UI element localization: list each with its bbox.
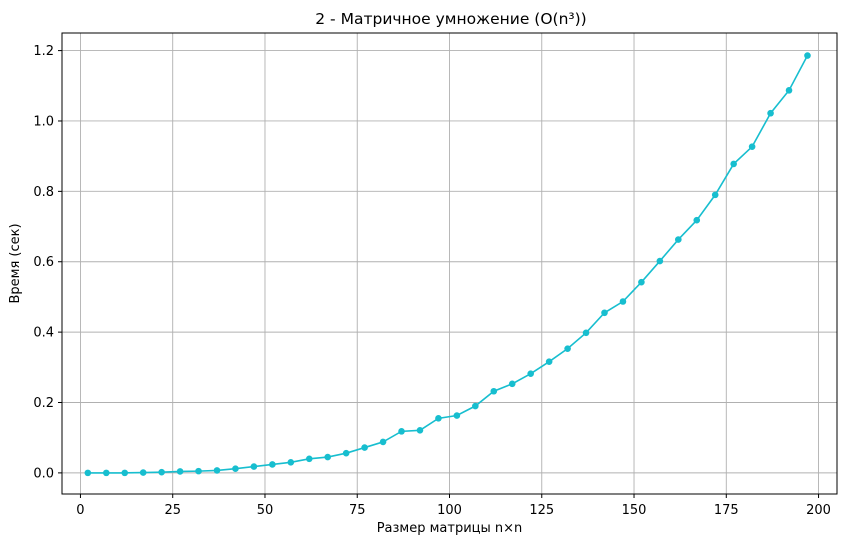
data-point <box>84 469 92 477</box>
y-tick-label: 1.2 <box>33 44 54 59</box>
y-axis-title: Время (сек) <box>8 223 23 303</box>
x-tick-label: 75 <box>349 503 366 518</box>
data-point <box>767 109 774 117</box>
data-point <box>435 415 442 422</box>
data-point <box>545 358 553 365</box>
data-point <box>398 428 405 435</box>
y-tick-label: 1.0 <box>33 114 54 129</box>
data-point <box>508 380 516 388</box>
data-point <box>490 387 498 395</box>
series-line <box>84 52 811 477</box>
data-point <box>213 467 221 474</box>
data-point <box>342 449 350 457</box>
data-point <box>472 402 479 410</box>
data-point <box>195 467 202 475</box>
data-point <box>785 87 793 94</box>
data-point <box>638 278 645 286</box>
data-point <box>121 469 129 477</box>
y-tick-label: 0.4 <box>33 326 54 341</box>
data-point <box>176 468 184 475</box>
data-point <box>305 455 313 463</box>
chart-title: 2 - Матричное умножение (O(n³)) <box>315 10 586 28</box>
data-point <box>619 298 627 305</box>
data-point <box>324 453 332 461</box>
grid <box>62 33 837 494</box>
data-point <box>748 143 756 150</box>
x-tick-label: 50 <box>257 503 274 518</box>
y-tick-label: 0.2 <box>33 396 54 411</box>
data-point <box>564 345 571 352</box>
data-point <box>601 309 608 317</box>
data-point <box>527 370 534 377</box>
series-path <box>87 55 809 474</box>
data-point <box>139 469 147 476</box>
data-point <box>675 236 682 243</box>
data-point <box>361 444 368 451</box>
x-tick-label: 25 <box>164 503 181 518</box>
data-point <box>250 463 258 470</box>
y-tick-label: 0.8 <box>33 185 54 200</box>
data-point <box>453 412 461 419</box>
data-point <box>693 216 701 224</box>
data-point <box>416 427 424 434</box>
y-tick-label: 0.0 <box>33 466 54 481</box>
x-tick-label: 125 <box>529 503 554 518</box>
data-point <box>711 191 719 199</box>
data-point <box>656 257 664 265</box>
data-point <box>804 52 811 59</box>
data-point <box>232 465 239 472</box>
x-tick-label: 100 <box>437 503 462 518</box>
y-tick-label: 0.6 <box>33 255 54 270</box>
data-point <box>379 438 387 446</box>
data-point <box>102 469 110 477</box>
x-tick-label: 200 <box>806 503 831 518</box>
x-tick-label: 0 <box>76 503 84 518</box>
data-point <box>582 329 590 337</box>
axis-ticks: 0 25 50 75 100 125 150 175 200 0.0 0.2 0.4 0.6 0.8 1.0… <box>33 44 831 518</box>
data-point <box>287 459 295 466</box>
data-point <box>269 461 276 468</box>
data-point <box>730 160 737 168</box>
data-point <box>158 468 165 476</box>
x-axis-title: Размер матрицы n×n <box>377 521 523 536</box>
x-tick-label: 150 <box>622 503 647 518</box>
x-tick-label: 175 <box>714 503 739 518</box>
